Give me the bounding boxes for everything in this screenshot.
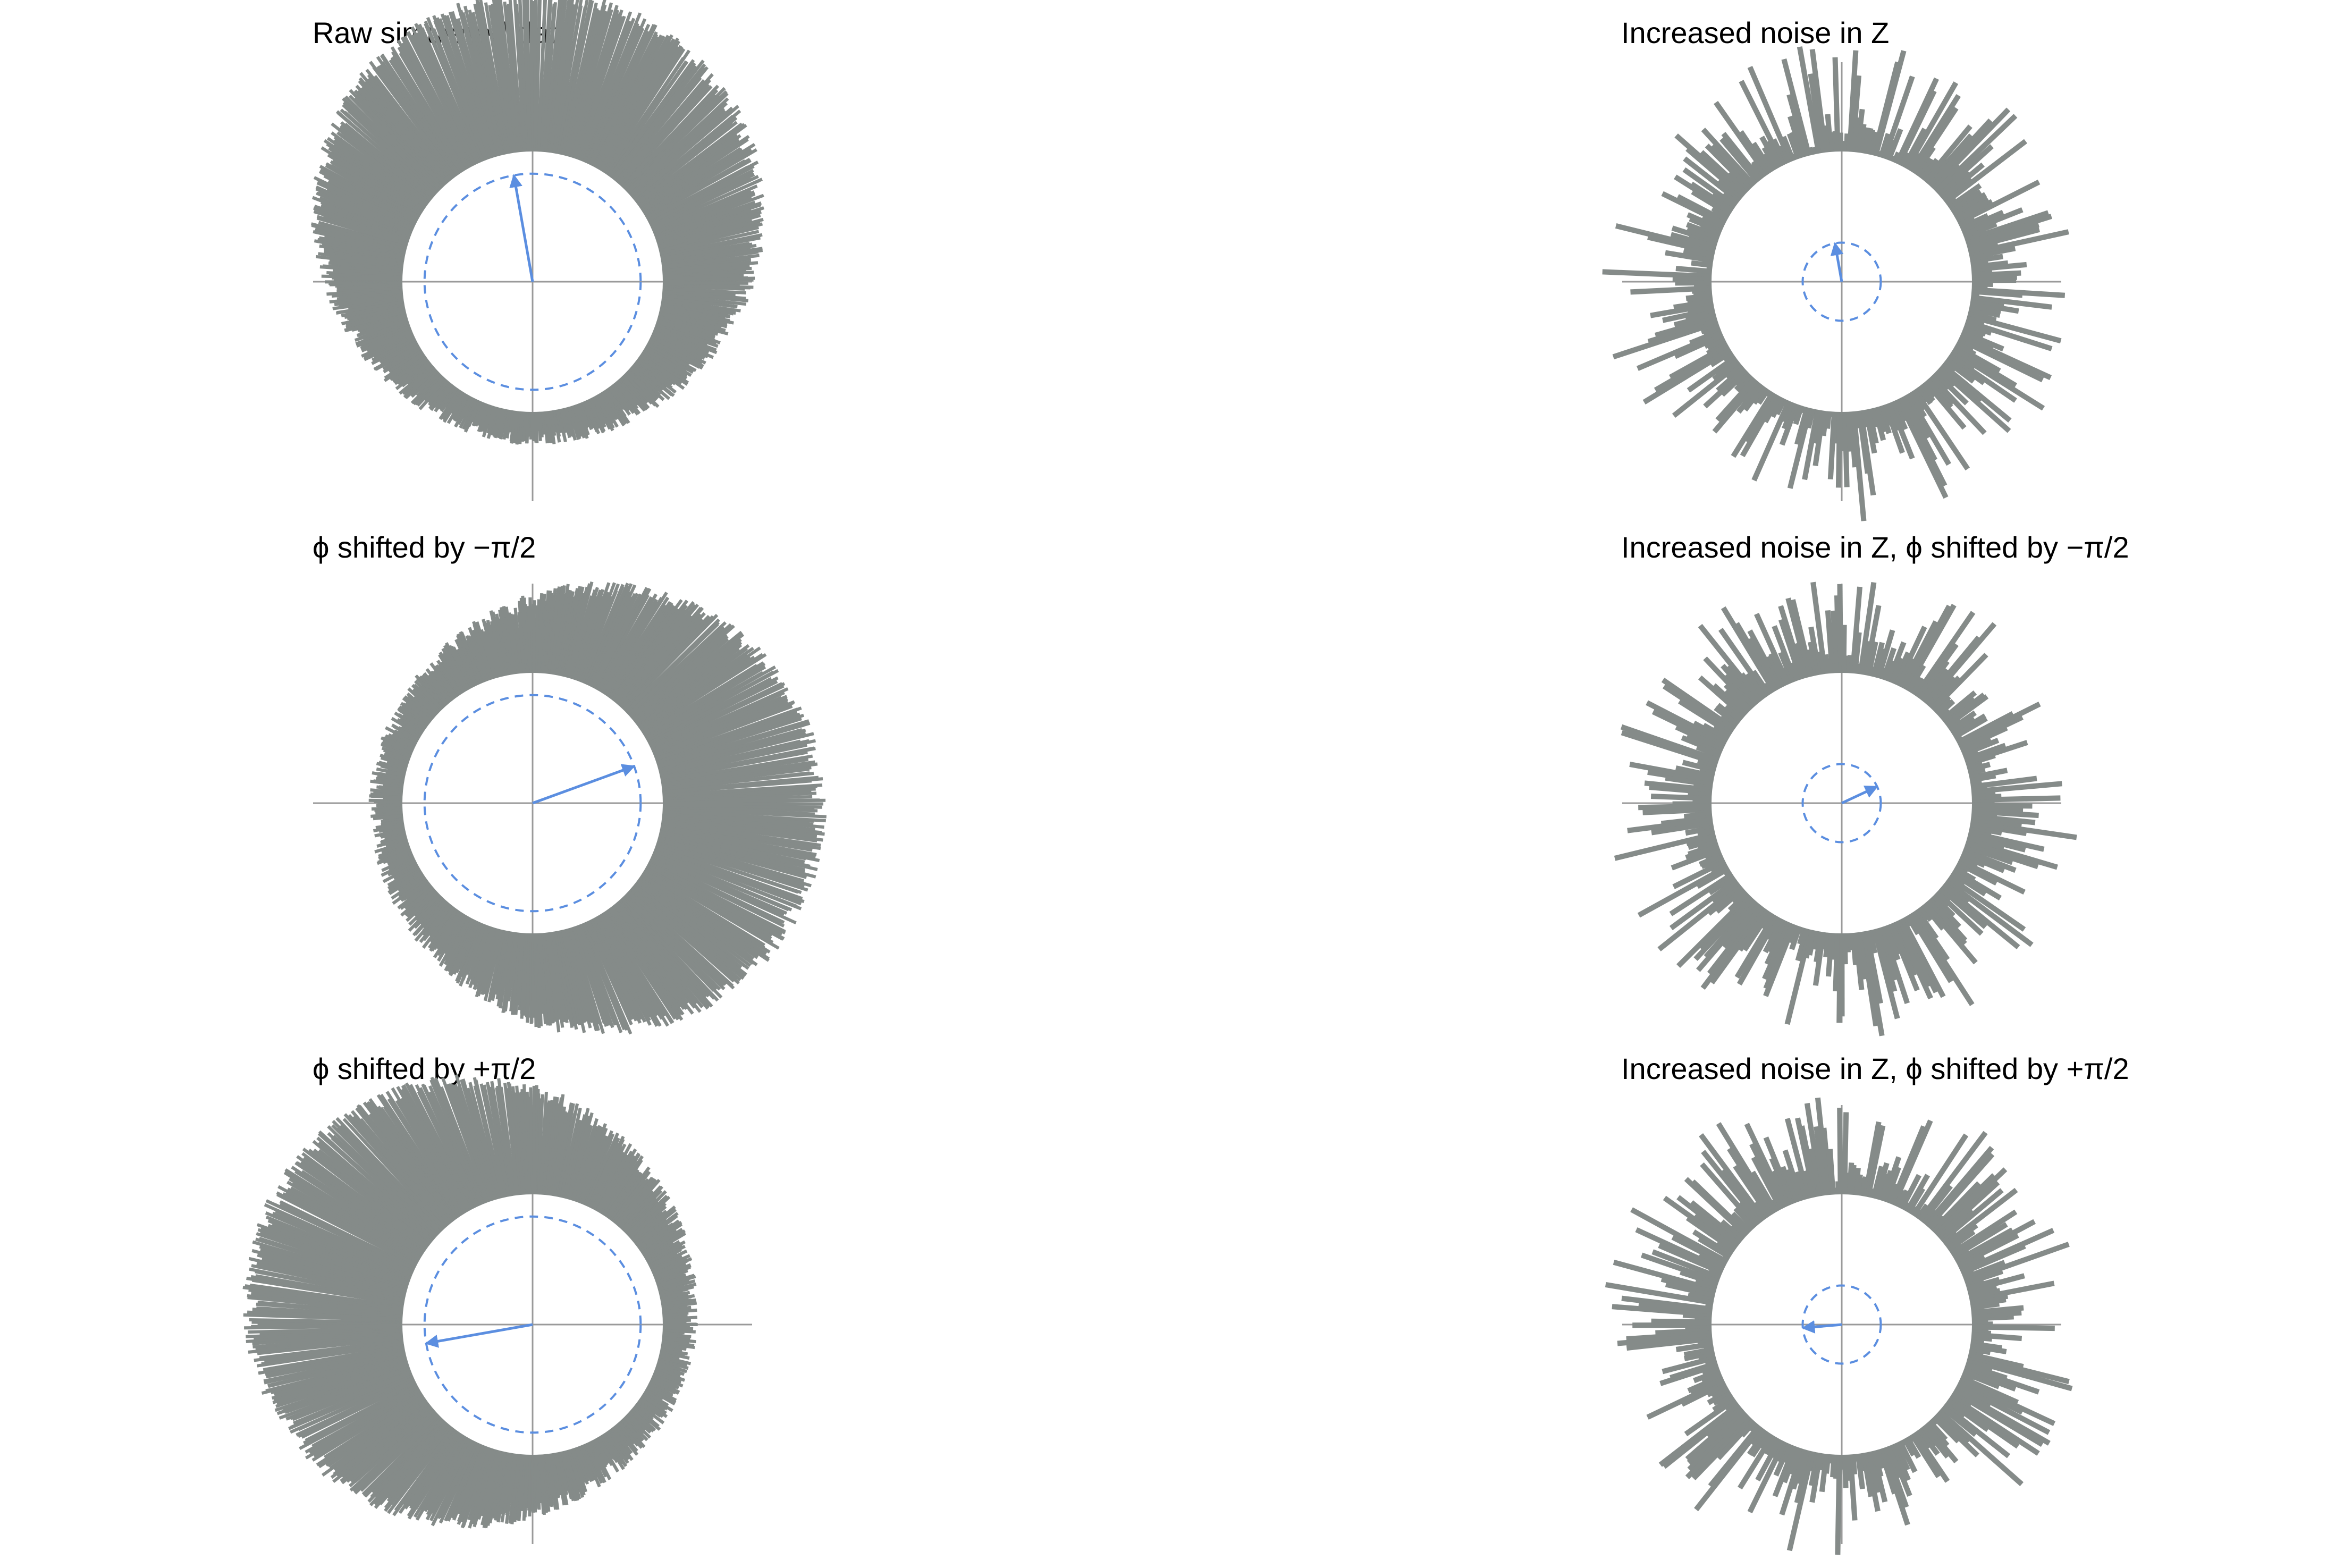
mean-vector-arrow [1841, 785, 1878, 805]
panel-title: Increased noise in Z [1621, 16, 1890, 49]
polar-panel-2 [1602, 46, 2069, 521]
polar-panel-5 [242, 1074, 752, 1544]
mean-vector-arrow [1830, 242, 1844, 282]
reference-circle [423, 172, 642, 391]
mean-vector-arrow [532, 764, 636, 805]
polar-panel-3 [313, 581, 827, 1035]
panel-title: Increased noise in Z, ϕ shifted by +π/2 [1621, 1052, 2129, 1085]
polar-panel-6 [1605, 1097, 2073, 1555]
mean-vector-arrow [425, 1323, 533, 1348]
mean-vector-arrow [1801, 1320, 1842, 1334]
panel-title: ϕ shifted by −π/2 [313, 530, 536, 564]
polar-panel-1 [310, 0, 764, 501]
reference-circle [1801, 763, 1882, 844]
mean-vector-arrow [509, 174, 534, 282]
reference-circle [423, 694, 642, 913]
panel-title: Increased noise in Z, ϕ shifted by −π/2 [1621, 530, 2129, 564]
reference-circle [423, 1215, 642, 1434]
polar-panel-4 [1614, 581, 2077, 1036]
